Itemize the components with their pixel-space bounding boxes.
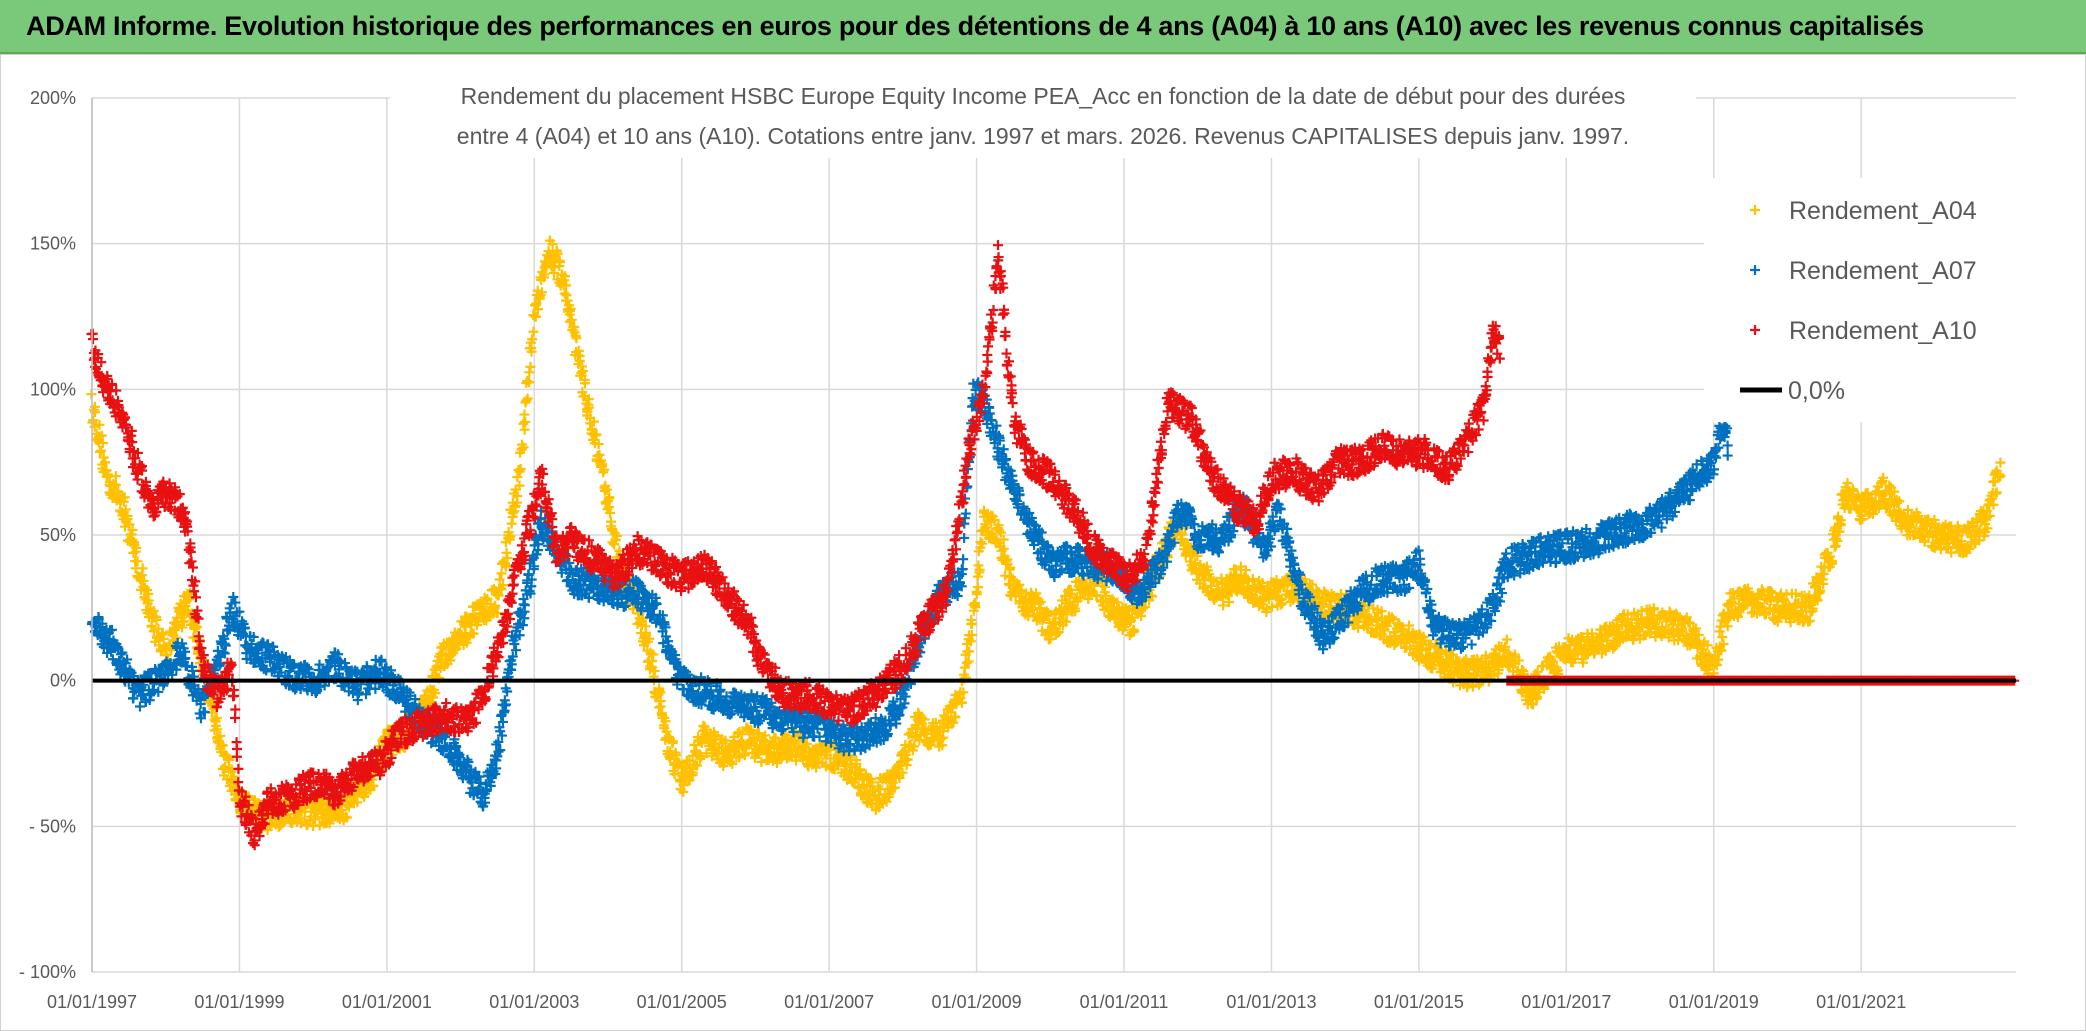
data-point xyxy=(100,457,111,468)
data-point xyxy=(178,616,189,627)
data-point xyxy=(376,654,387,665)
data-point xyxy=(521,395,532,406)
data-point xyxy=(524,367,535,378)
data-point xyxy=(97,438,108,449)
data-point xyxy=(143,595,154,606)
data-point xyxy=(958,554,969,565)
data-point xyxy=(127,525,138,536)
data-point xyxy=(96,445,107,456)
data-point xyxy=(148,605,159,616)
data-point xyxy=(228,591,239,602)
data-point xyxy=(973,582,984,593)
data-point xyxy=(971,589,982,600)
data-point xyxy=(122,513,133,524)
data-point xyxy=(1830,540,1841,551)
data-point xyxy=(206,698,217,709)
data-point xyxy=(217,740,228,751)
data-point xyxy=(120,504,131,515)
data-point xyxy=(132,556,143,567)
data-point xyxy=(211,712,222,723)
data-point xyxy=(158,633,169,644)
data-point xyxy=(294,813,305,824)
data-point xyxy=(124,519,135,530)
data-point xyxy=(518,418,529,429)
data-point xyxy=(1935,544,1946,555)
data-point xyxy=(528,326,539,337)
data-point xyxy=(224,754,235,765)
data-point xyxy=(139,582,150,593)
series-group xyxy=(86,235,2020,851)
data-point xyxy=(228,771,239,782)
data-point xyxy=(151,614,162,625)
report-title: ADAM Informe. Evolution historique des p… xyxy=(26,10,1924,41)
data-point xyxy=(960,508,971,519)
data-point xyxy=(131,542,142,553)
data-point xyxy=(110,471,121,482)
data-point xyxy=(94,419,105,430)
data-point xyxy=(1501,634,1512,645)
data-point xyxy=(522,376,533,387)
data-point xyxy=(146,621,157,632)
data-point xyxy=(98,452,109,463)
data-point xyxy=(739,750,750,761)
data-point xyxy=(222,753,233,764)
data-point xyxy=(94,446,105,457)
data-point xyxy=(136,570,147,581)
data-point xyxy=(119,492,130,503)
data-point xyxy=(655,701,666,712)
report-banner: ADAM Informe. Evolution historique des p… xyxy=(0,0,2086,54)
data-point xyxy=(299,806,310,817)
data-point xyxy=(191,621,202,632)
data-point xyxy=(110,479,121,490)
data-point xyxy=(519,424,530,435)
data-point xyxy=(961,657,972,668)
data-point xyxy=(102,469,113,480)
data-point xyxy=(190,623,201,634)
